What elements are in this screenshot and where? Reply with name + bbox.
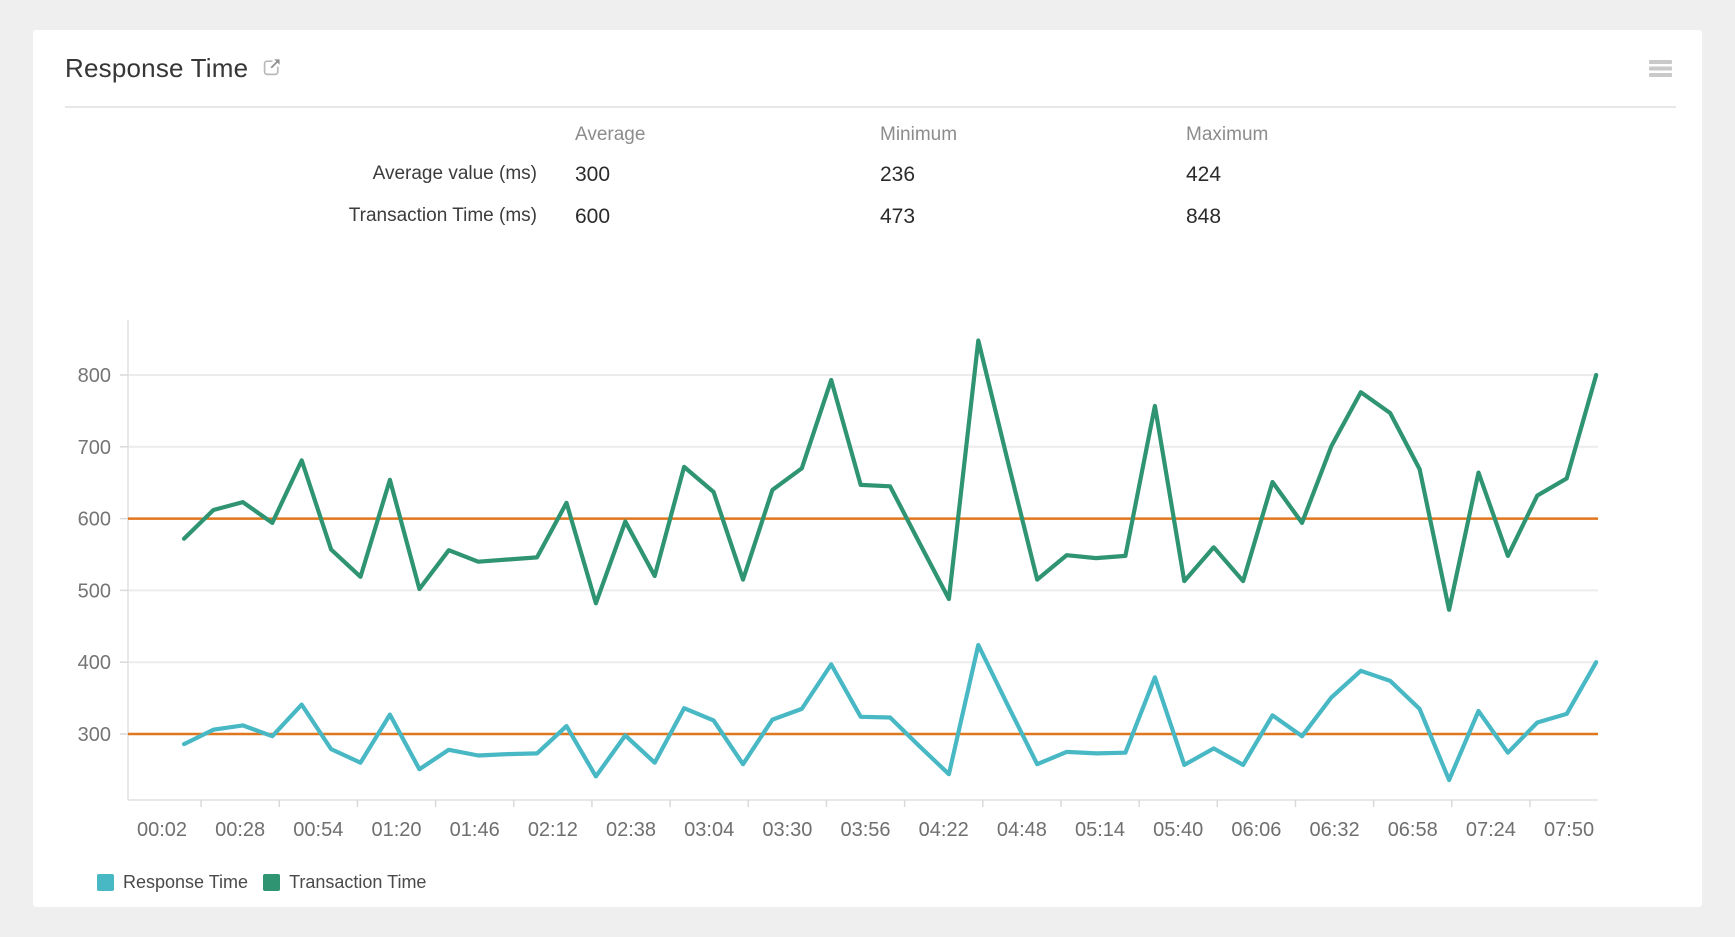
stats-row-label: Transaction Time (ms) bbox=[348, 205, 537, 226]
stats-value: 600 bbox=[575, 205, 611, 228]
x-tick-label: 00:02 bbox=[137, 819, 187, 841]
card-header: Response Time bbox=[33, 30, 1702, 106]
x-tick-label: 06:06 bbox=[1231, 819, 1281, 841]
y-tick-label: 400 bbox=[78, 652, 111, 674]
hamburger-menu-icon[interactable] bbox=[1645, 53, 1676, 83]
x-tick-label: 02:12 bbox=[528, 819, 578, 841]
series-line-transaction-time[interactable] bbox=[181, 338, 1599, 612]
y-tick-label: 300 bbox=[78, 724, 111, 746]
legend-label: Transaction Time bbox=[289, 872, 427, 892]
legend-label: Response Time bbox=[123, 872, 249, 892]
x-tick-label: 02:38 bbox=[606, 819, 656, 841]
x-tick-label: 01:46 bbox=[450, 819, 500, 841]
x-tick-label: 04:22 bbox=[919, 819, 969, 841]
stats-col-minimum: Minimum bbox=[880, 124, 958, 145]
y-tick-label: 800 bbox=[78, 365, 111, 387]
response-time-card: Response Time Average Minimum Maximum Av… bbox=[33, 30, 1702, 907]
stats-row-label: Average value (ms) bbox=[372, 163, 537, 184]
x-tick-label: 05:14 bbox=[1075, 819, 1125, 841]
response-time-chart[interactable]: 300 400 500 600 700 800 00:02 00:28 00:54 01:20 01… bbox=[33, 290, 1702, 855]
x-tick-label: 06:58 bbox=[1388, 819, 1438, 841]
page-title: Response Time bbox=[65, 52, 249, 83]
y-tick-label: 600 bbox=[78, 509, 111, 531]
card-header-left: Response Time bbox=[65, 53, 283, 84]
x-tick-label: 03:04 bbox=[684, 819, 734, 841]
y-tick-label: 500 bbox=[78, 580, 111, 602]
header-divider bbox=[65, 106, 1676, 108]
y-tick-label: 700 bbox=[78, 437, 111, 459]
external-link-icon[interactable] bbox=[262, 56, 283, 82]
x-tick-label: 04:48 bbox=[997, 819, 1047, 841]
legend-item-response-time[interactable]: Response Time bbox=[97, 872, 248, 893]
x-tick-label: 03:30 bbox=[762, 819, 812, 841]
x-tick-label: 07:24 bbox=[1466, 819, 1516, 841]
x-tick-label: 01:20 bbox=[371, 819, 421, 841]
stats-value: 473 bbox=[880, 205, 916, 228]
stats-col-maximum: Maximum bbox=[1186, 124, 1269, 145]
legend-swatch bbox=[97, 874, 114, 891]
x-tick-label: 03:56 bbox=[840, 819, 890, 841]
legend-swatch bbox=[263, 874, 281, 891]
x-tick-label: 05:40 bbox=[1153, 819, 1203, 841]
chart-area: 300 400 500 600 700 800 00:02 00:28 00:54 01:20 01… bbox=[33, 290, 1702, 860]
x-tick-label: 00:28 bbox=[215, 819, 265, 841]
stats-value: 848 bbox=[1186, 205, 1222, 228]
x-tick-label: 07:50 bbox=[1544, 819, 1594, 841]
x-tick-label: 06:32 bbox=[1310, 819, 1360, 841]
series-line-response-time[interactable] bbox=[181, 642, 1599, 783]
legend-item-transaction-time[interactable]: Transaction Time bbox=[263, 872, 426, 893]
x-tick-label: 00:54 bbox=[293, 819, 343, 841]
chart-legend: Response Time Transaction Time bbox=[97, 872, 426, 893]
stats-value: 300 bbox=[575, 163, 611, 186]
stats-col-average: Average bbox=[575, 124, 646, 145]
stats-value: 236 bbox=[880, 163, 916, 186]
stats-value: 424 bbox=[1186, 163, 1222, 186]
